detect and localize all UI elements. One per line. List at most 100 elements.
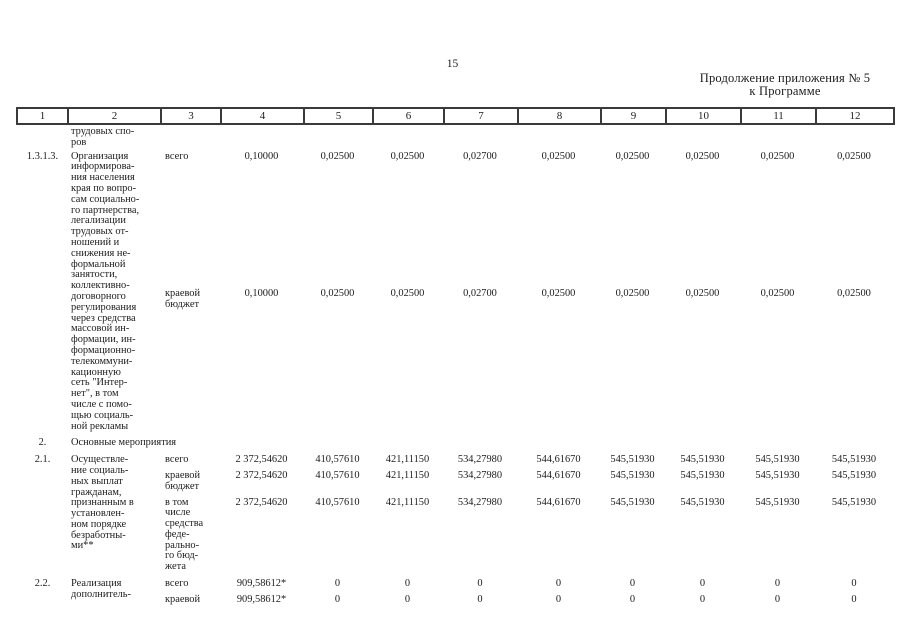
value-cell: 0,02500 bbox=[320, 150, 355, 162]
value-cell: 0,02500 bbox=[837, 288, 871, 300]
value-cell: 0,02500 bbox=[760, 150, 795, 162]
value-cell: 0,02500 bbox=[760, 288, 795, 300]
column-header-6: 6 bbox=[372, 109, 443, 123]
value-cell: 0 bbox=[699, 593, 706, 605]
column-header-4: 4 bbox=[220, 109, 303, 123]
row-number-cell bbox=[18, 127, 67, 149]
activity-cell: Реализация дополнитель- bbox=[71, 578, 131, 600]
funding-source-cell: в том числе средства феде- рально- го бю… bbox=[165, 496, 204, 573]
value-cell: 0 bbox=[404, 593, 411, 605]
value-cell: 0 bbox=[477, 578, 483, 590]
value-cell: 544,61670 bbox=[536, 454, 581, 466]
value-cell: 0 bbox=[334, 593, 341, 605]
value-cell: 545,51930 bbox=[831, 469, 877, 481]
value-cell: 545,51930 bbox=[755, 469, 800, 481]
value-cell: 0 bbox=[404, 578, 411, 590]
funding-source-cell: краевой bbox=[165, 593, 201, 605]
column-header-7: 7 bbox=[443, 109, 517, 123]
row-number-cell: 2. bbox=[38, 437, 47, 449]
value-cell: 0 bbox=[477, 593, 483, 605]
row-number-cell: 2.1. bbox=[34, 454, 51, 466]
value-cell: 421,11150 bbox=[385, 496, 430, 508]
value-cell: 0,02500 bbox=[390, 150, 425, 162]
program-table: 1 2 3 4 5 6 7 8 9 10 11 12 трудовых спо- ров 1.3.1.3… bbox=[16, 107, 895, 606]
row-number-cell: 2.2. bbox=[34, 578, 51, 590]
column-header-2: 2 bbox=[67, 109, 160, 123]
value-cell: 0 bbox=[699, 578, 706, 590]
row-number-cell: 1.3.1.3. bbox=[26, 150, 59, 162]
funding-source-cell: краевой бюджет bbox=[165, 288, 201, 310]
value-cell: 0 bbox=[774, 593, 781, 605]
column-header-12: 12 bbox=[815, 109, 893, 123]
table-row: трудовых спо- ров bbox=[18, 125, 893, 149]
column-header-3: 3 bbox=[160, 109, 220, 123]
value-cell: 0 bbox=[851, 593, 857, 605]
value-cell: 2 372,54620 bbox=[235, 469, 288, 481]
funding-source-cell: всего bbox=[165, 454, 189, 466]
activity-cell: Осуществле- ние социаль- ных выплат граж… bbox=[71, 454, 134, 552]
value-cell: 545,51930 bbox=[680, 454, 725, 466]
column-header-11: 11 bbox=[740, 109, 815, 123]
value-cell: 0,02700 bbox=[463, 288, 497, 300]
value-cell: 545,51930 bbox=[831, 454, 877, 466]
funding-source-cell: всего bbox=[165, 578, 189, 590]
table-body: трудовых спо- ров 1.3.1.3. Организация инф… bbox=[18, 125, 893, 606]
value-cell: 534,27980 bbox=[457, 496, 503, 508]
value-cell: 0 bbox=[774, 578, 781, 590]
activity-cell: Организация информирова- ния населения к… bbox=[71, 150, 140, 432]
value-cell: 545,51930 bbox=[610, 454, 655, 466]
value-cell: 0,02500 bbox=[837, 150, 871, 162]
value-cell: 544,61670 bbox=[536, 469, 581, 481]
value-cell: 0 bbox=[555, 578, 562, 590]
value-cell: 0,02500 bbox=[541, 288, 576, 300]
value-cell: 545,51930 bbox=[680, 469, 725, 481]
page-number: 15 bbox=[446, 58, 459, 70]
value-cell: 545,51930 bbox=[610, 469, 655, 481]
value-cell: 0,02500 bbox=[615, 288, 650, 300]
column-header-5: 5 bbox=[303, 109, 372, 123]
value-cell: 545,51930 bbox=[680, 496, 725, 508]
continuation-note: Продолжение приложения № 5 к Программе bbox=[699, 71, 871, 98]
column-header-8: 8 bbox=[517, 109, 600, 123]
value-cell: 0 bbox=[629, 593, 636, 605]
table-header-row: 1 2 3 4 5 6 7 8 9 10 11 12 bbox=[16, 107, 895, 125]
column-header-1: 1 bbox=[39, 110, 46, 122]
value-cell: 410,57610 bbox=[315, 454, 360, 466]
value-cell: 2 372,54620 bbox=[235, 496, 288, 508]
value-cell: 0,02500 bbox=[390, 288, 425, 300]
value-cell: 0,10000 bbox=[244, 288, 279, 300]
value-cell: 0,02500 bbox=[541, 150, 576, 162]
value-cell: 909,58612* bbox=[236, 593, 287, 605]
column-header-10: 10 bbox=[665, 109, 740, 123]
value-cell: 0 bbox=[555, 593, 562, 605]
activity-cell: Основные мероприятия bbox=[71, 437, 177, 449]
value-cell: 0,02500 bbox=[685, 288, 720, 300]
value-cell: 0,02500 bbox=[320, 288, 355, 300]
activity-cell: трудовых спо- ров bbox=[71, 126, 135, 148]
value-cell: 0,02500 bbox=[615, 150, 650, 162]
value-cell: 410,57610 bbox=[315, 496, 360, 508]
value-cell: 545,51930 bbox=[610, 496, 655, 508]
value-cell: 545,51930 bbox=[831, 496, 877, 508]
value-cell: 421,11150 bbox=[385, 454, 430, 466]
value-cell: 0,02700 bbox=[463, 150, 497, 162]
funding-source-cell: всего bbox=[165, 150, 189, 162]
value-cell: 421,11150 bbox=[385, 469, 430, 481]
value-cell: 2 372,54620 bbox=[235, 454, 288, 466]
value-cell: 545,51930 bbox=[755, 496, 800, 508]
value-cell: 544,61670 bbox=[536, 496, 581, 508]
table-row: 2.2. Реализация дополнитель-всего 909,5861… bbox=[18, 578, 893, 606]
value-cell: 0 bbox=[629, 578, 636, 590]
value-cell: 0,10000 bbox=[244, 150, 279, 162]
value-cell: 0 bbox=[334, 578, 341, 590]
funding-source-cell: краевой бюджет bbox=[165, 469, 201, 492]
table-row: 2. Основные мероприятия bbox=[18, 438, 893, 449]
value-cell: 909,58612* bbox=[236, 578, 287, 590]
table-row: 1.3.1.3. Организация информирова- ния нас… bbox=[18, 150, 893, 433]
value-cell: 410,57610 bbox=[315, 469, 360, 481]
value-cell: 534,27980 bbox=[457, 454, 503, 466]
table-row: 2.1. Осуществле- ние социаль- ных выплат … bbox=[18, 454, 893, 573]
value-cell: 545,51930 bbox=[755, 454, 800, 466]
column-header-9: 9 bbox=[600, 109, 665, 123]
